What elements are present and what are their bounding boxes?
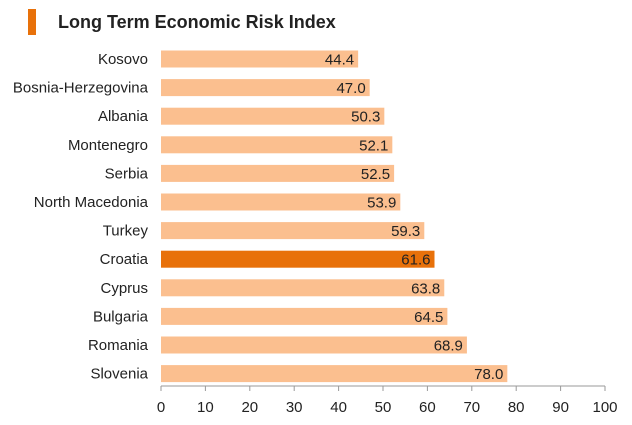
x-tick-label: 60: [419, 399, 436, 416]
bar-cyprus: [161, 279, 445, 297]
value-label: 50.3: [351, 109, 380, 126]
bar-bosnia-herzegovina: [161, 79, 370, 97]
x-tick-label: 50: [375, 399, 392, 416]
value-label: 78.0: [474, 366, 503, 383]
value-label: 52.1: [359, 137, 388, 154]
category-label: Kosovo: [98, 51, 148, 68]
value-label: 53.9: [367, 195, 396, 212]
bar-albania: [161, 107, 385, 125]
category-label: Albania: [98, 108, 149, 125]
title-accent-marker: [28, 9, 36, 35]
bar-croatia: [161, 250, 435, 268]
x-tick-label: 30: [286, 399, 303, 416]
category-label: Croatia: [100, 251, 149, 268]
x-tick-label: 100: [592, 399, 617, 416]
category-label: Romania: [88, 337, 149, 354]
value-label: 47.0: [336, 80, 365, 97]
value-label: 63.8: [411, 280, 440, 297]
value-label: 68.9: [434, 338, 463, 355]
category-label: Cyprus: [100, 280, 148, 297]
x-tick-label: 40: [330, 399, 347, 416]
category-label: Serbia: [105, 165, 149, 182]
category-label: Bosnia-Herzegovina: [13, 80, 149, 97]
value-label: 44.4: [325, 52, 354, 69]
category-label: Slovenia: [90, 366, 148, 383]
bar-slovenia: [161, 365, 508, 383]
value-label: 64.5: [414, 309, 443, 326]
bar-romania: [161, 336, 467, 354]
category-label: Bulgaria: [93, 308, 149, 325]
category-label: Turkey: [103, 223, 149, 240]
bar-kosovo: [161, 50, 359, 68]
value-label: 52.5: [361, 166, 390, 183]
x-tick-label: 70: [463, 399, 480, 416]
chart-title-area: Long Term Economic Risk Index: [28, 8, 336, 36]
bar-north-macedonia: [161, 193, 401, 211]
x-tick-label: 80: [508, 399, 525, 416]
value-label: 59.3: [391, 223, 420, 240]
category-label: North Macedonia: [34, 194, 149, 211]
chart-title: Long Term Economic Risk Index: [58, 11, 336, 32]
x-tick-label: 10: [197, 399, 214, 416]
x-tick-label: 90: [552, 399, 569, 416]
category-label: Montenegro: [68, 137, 148, 154]
bar-montenegro: [161, 136, 393, 154]
value-label: 61.6: [401, 252, 430, 269]
x-tick-label: 20: [241, 399, 258, 416]
bar-serbia: [161, 164, 395, 182]
x-tick-label: 0: [157, 399, 165, 416]
bar-turkey: [161, 222, 425, 240]
bar-bulgaria: [161, 307, 448, 325]
